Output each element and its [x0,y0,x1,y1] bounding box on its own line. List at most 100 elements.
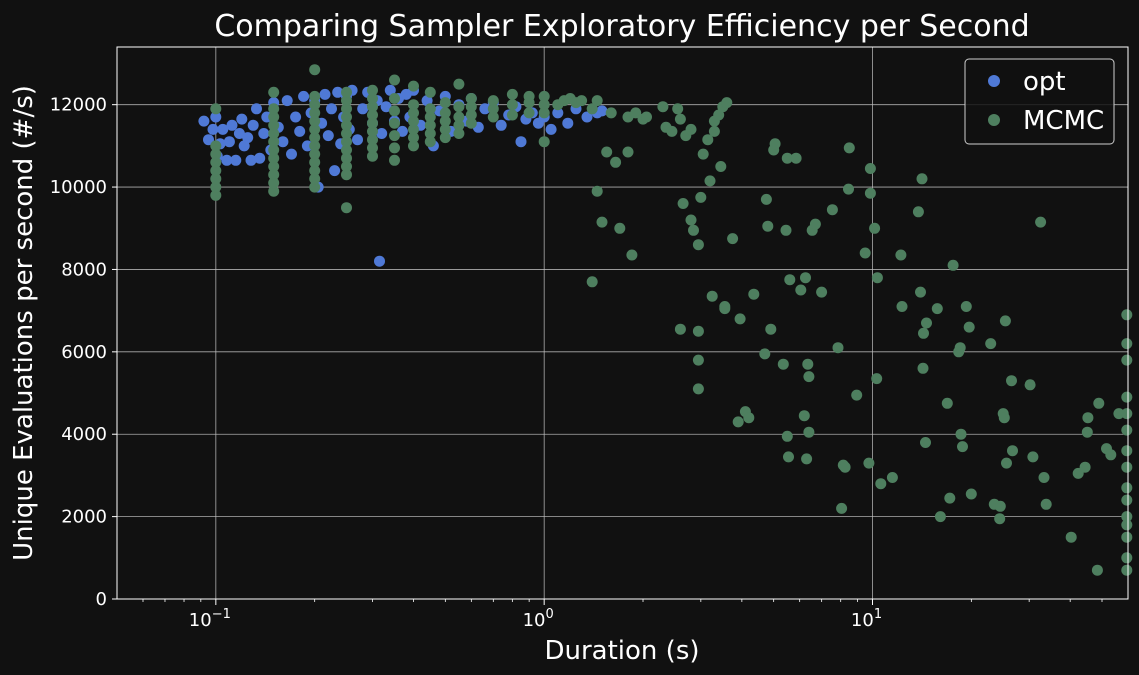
y-tick-label: 12000 [50,95,107,116]
data-point [453,78,465,90]
data-point [715,161,727,172]
data-point [341,136,352,148]
data-point [839,461,851,473]
data-point [1121,482,1133,494]
legend-marker-opt [988,75,1000,87]
data-point [210,156,222,168]
data-point [1093,397,1105,409]
data-point [226,119,238,131]
data-point [685,214,697,226]
legend-label-opt: opt [1023,67,1066,97]
data-point [677,198,689,209]
data-point [1065,531,1077,543]
data-point [439,107,451,119]
data-point [341,111,352,123]
plot-frame [116,46,1129,600]
data-point [367,134,378,146]
data-point [1121,445,1133,457]
data-point [626,249,638,261]
data-point [367,142,378,154]
data-point [917,362,929,374]
data-point [803,426,815,438]
data-point [523,90,535,102]
data-point [960,301,972,312]
data-point [309,123,321,135]
data-point [732,416,744,428]
x-tick-label: 100 [523,607,554,631]
data-point [223,136,235,148]
data-point [734,313,746,325]
data-point [408,140,419,152]
data-point [424,111,436,123]
data-point [562,117,574,129]
data-point [1121,461,1133,473]
data-point [376,128,388,139]
data-point [963,321,975,333]
data-point [692,239,704,251]
data-point [254,152,266,164]
data-point [800,272,811,284]
data-point [610,156,622,168]
data-point [864,187,876,199]
data-point [955,428,967,440]
data-point [591,95,603,107]
data-point [290,111,302,123]
data-point [341,169,352,181]
data-point [210,148,222,160]
data-point [666,125,678,137]
data-point [210,173,222,185]
data-point [309,90,321,102]
data-point [367,125,378,137]
data-point [389,117,400,129]
data-point [1121,511,1133,523]
y-tick-label: 2000 [61,507,107,528]
data-point [408,80,419,92]
data-point [769,138,781,150]
data-point [538,99,550,111]
data-point [912,206,924,218]
legend-marker-mcmc [988,114,1000,126]
data-point [759,348,771,360]
data-point [309,99,321,111]
data-point [487,103,499,115]
data-point [439,115,451,127]
data-point [329,165,341,177]
data-point [934,511,946,523]
data-point [341,161,352,172]
data-point [1121,309,1133,321]
data-point [389,130,400,142]
legend-box [964,58,1115,145]
data-point [801,453,813,465]
y-axis-label: Unique Evaluations per second (#/s) [9,85,39,561]
data-point [408,99,419,111]
data-point [1121,494,1133,506]
data-point [506,88,518,100]
data-point [479,103,491,115]
data-point [439,97,451,109]
data-point [309,140,321,152]
data-point [424,128,436,139]
legend: opt MCMC [964,58,1115,145]
data-point [309,156,321,168]
data-point [586,276,598,288]
data-point [322,130,334,142]
data-point [1121,338,1133,350]
data-point [277,136,289,148]
data-point [424,103,436,115]
data-point [1121,564,1133,576]
data-point [1091,564,1103,576]
data-point [309,181,321,193]
data-point [210,103,222,115]
data-point [783,451,794,463]
data-point [357,103,369,115]
data-point [1105,449,1117,461]
data-point [1040,498,1052,510]
data-point [954,342,966,354]
data-point [367,109,378,121]
data-point [920,437,931,448]
data-point [515,136,527,148]
data-point [294,125,306,137]
data-point [685,123,697,135]
data-point [341,86,352,98]
